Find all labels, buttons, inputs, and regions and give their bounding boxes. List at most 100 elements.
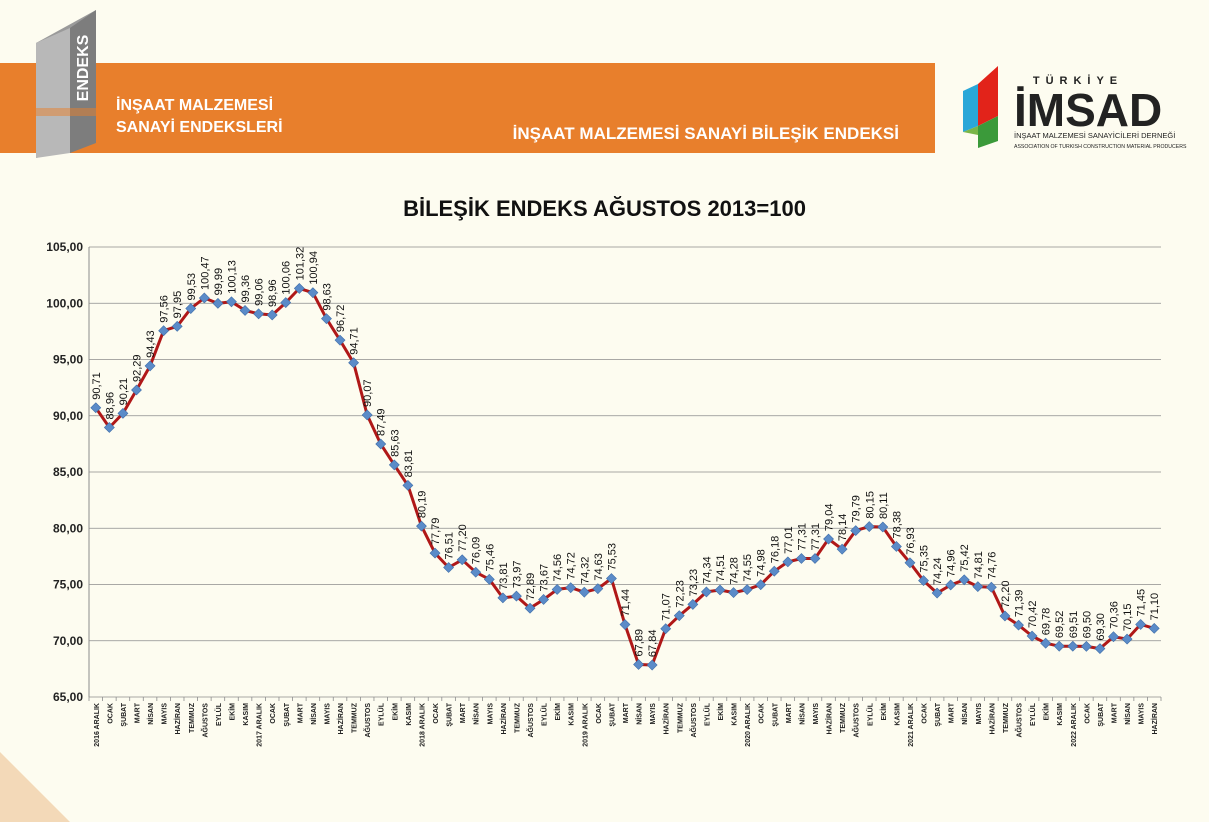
data-point [497,592,509,604]
data-label: 77,20 [457,524,469,552]
data-point [660,623,672,635]
data-label: 74,32 [579,557,591,585]
data-point [863,521,875,532]
data-point [361,409,373,421]
data-label: 100,94 [308,251,320,285]
data-point [741,584,753,595]
x-tick-label: ŞUBAT [1098,702,1105,726]
data-label: 77,79 [430,518,442,546]
data-point [171,320,183,332]
data-point [945,579,957,591]
x-tick-label: 2020 ARALIK [745,703,752,747]
data-label: 96,72 [335,305,347,333]
data-point [714,584,726,596]
x-tick-label: MART [134,702,141,723]
data-point [1026,630,1038,642]
x-tick-label: HAZİRAN [174,703,182,735]
data-label: 74,98 [756,549,768,577]
data-label: 74,63 [593,553,605,581]
data-label: 77,31 [810,523,822,551]
data-point [280,297,292,308]
data-label: 79,04 [824,504,836,532]
data-label: 94,71 [349,327,361,355]
x-tick-label: 2022 ARALIK [1071,703,1078,747]
data-label: 73,67 [539,564,551,592]
data-point [877,521,889,533]
data-point [226,296,237,308]
data-point [1135,619,1147,630]
x-tick-label: 2018 ARALIK [419,703,426,747]
x-tick-label: TEMMUZ [514,702,521,733]
x-tick-label: KASIM [569,703,576,726]
brand-line-2: SANAYİ ENDEKSLERİ [116,119,283,136]
data-label: 97,95 [172,291,184,319]
data-point [633,659,644,670]
data-point [646,659,658,671]
data-label: 94,43 [145,330,157,358]
data-point [999,610,1011,622]
data-label: 90,21 [118,378,130,406]
x-tick-label: MAYIS [1139,703,1146,725]
data-point [293,282,305,294]
data-label: 73,23 [688,569,700,597]
data-label: 75,35 [919,545,931,573]
x-tick-label: EYLÜL [702,702,711,726]
data-label: 76,93 [905,527,917,555]
data-point [809,553,821,564]
x-tick-label: EYLÜL [1028,702,1037,726]
x-tick-label: 2021 ARALIK [908,703,915,747]
x-tick-label: HAZİRAN [663,703,671,735]
data-label: 73,81 [498,562,510,590]
data-point [402,479,414,491]
data-point [1067,640,1079,652]
x-tick-label: ŞUBAT [935,702,942,726]
x-tick-label: ŞUBAT [772,702,779,726]
data-point [443,562,455,573]
data-label: 74,56 [552,554,564,582]
x-tick-label: MAYIS [162,703,169,725]
data-label: 75,53 [606,543,618,571]
x-tick-label: ŞUBAT [121,702,128,726]
data-label: 90,71 [91,372,103,400]
x-tick-label: TEMMUZ [1003,702,1010,733]
x-tick-label: KASIM [894,703,901,726]
data-label: 73,97 [511,561,523,589]
y-tick-label: 90,00 [53,409,83,423]
data-point [253,308,265,320]
data-point [524,602,536,614]
data-label: 70,36 [1109,601,1121,629]
data-point [375,438,387,450]
x-tick-label: AĞUSTOS [852,703,861,738]
x-tick-label: NİSAN [961,703,969,725]
y-tick-label: 100,00 [46,296,83,310]
data-label: 85,63 [389,429,401,457]
data-point [782,556,794,568]
data-label: 98,96 [267,279,279,307]
x-tick-label: OCAK [1084,703,1091,724]
endeks-logo: ENDEKS [36,10,96,158]
data-label: 76,51 [444,532,456,560]
chart-title: BİLEŞİK ENDEKS AĞUSTOS 2013=100 [403,196,806,221]
x-tick-label: NİSAN [310,703,318,725]
x-tick-label: MAYIS [650,703,657,725]
data-point [456,554,468,566]
data-point [890,541,902,552]
data-point [1053,640,1065,652]
data-point [416,520,427,532]
data-label: 74,24 [932,558,944,586]
data-label: 74,55 [742,554,754,582]
y-tick-label: 80,00 [53,521,83,535]
data-label: 69,50 [1081,611,1093,639]
x-tick-label: TEMMUZ [352,702,359,733]
x-tick-label: 2017 ARALIK [257,703,264,747]
x-tick-label: AĞUSTOS [200,703,209,738]
data-label: 88,96 [104,392,116,420]
x-tick-label: OCAK [433,703,440,724]
data-point [212,297,224,309]
data-label: 92,29 [131,354,143,382]
imsad-country-text: TÜRKİYE [1033,74,1123,87]
data-point [850,525,862,537]
data-label: 78,14 [837,514,849,542]
x-tick-label: EKİM [228,703,236,721]
data-point [958,574,970,586]
